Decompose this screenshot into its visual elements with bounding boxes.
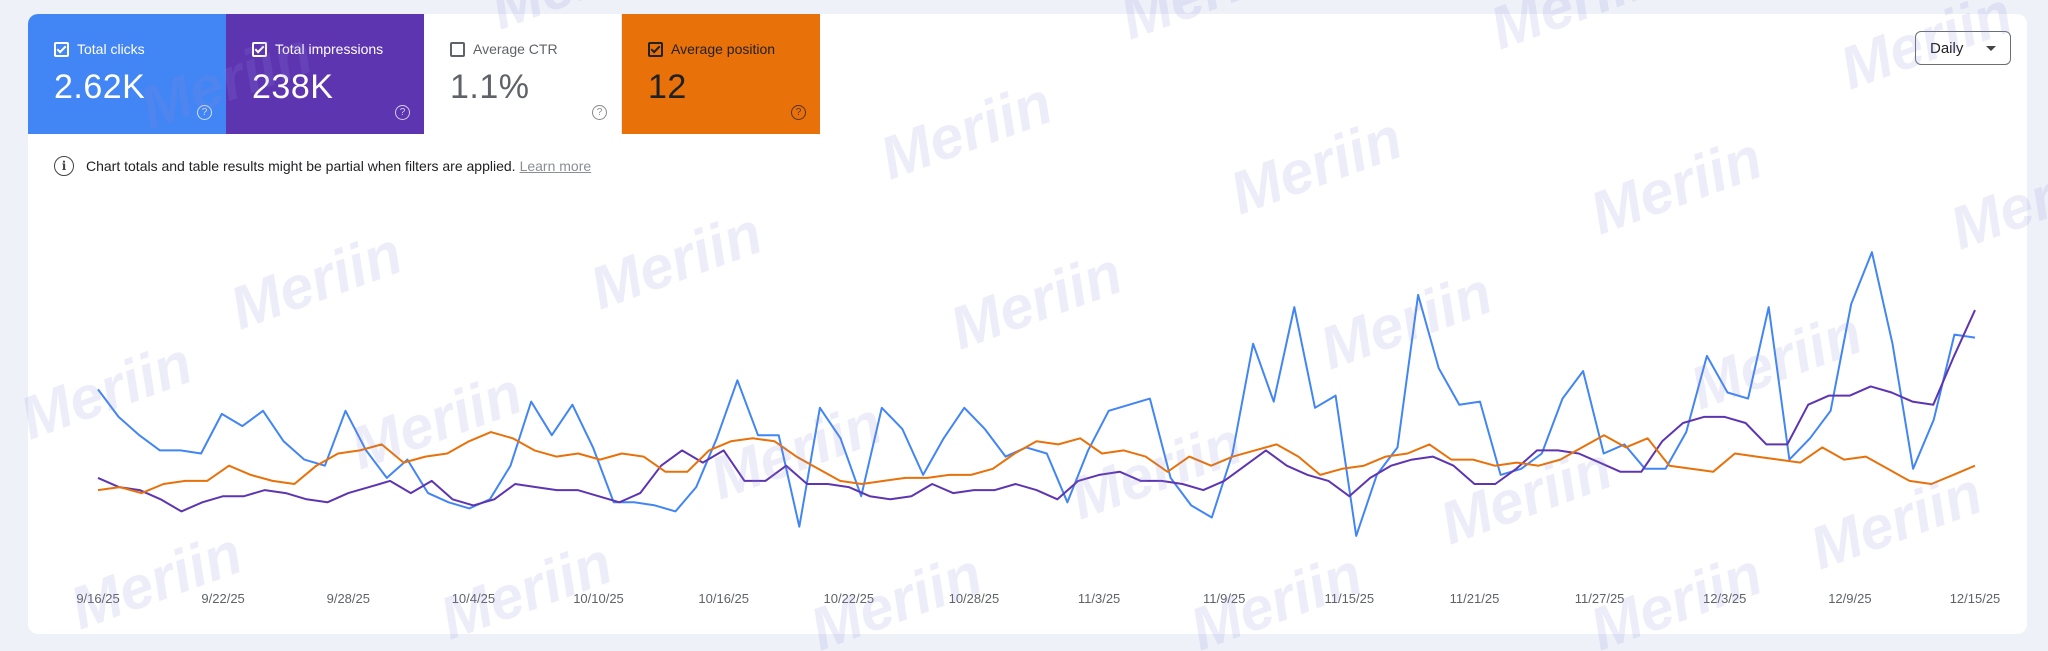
metric-value: 2.62K bbox=[54, 68, 146, 106]
metric-header: Average position bbox=[648, 40, 820, 58]
metric-label: Total impressions bbox=[275, 41, 384, 57]
x-tick-label: 12/9/25 bbox=[1828, 591, 1871, 606]
x-tick-label: 10/10/25 bbox=[573, 591, 624, 606]
series-line-total-impressions bbox=[97, 309, 1976, 513]
x-tick-label: 9/16/25 bbox=[76, 591, 119, 606]
help-icon[interactable]: ? bbox=[197, 105, 212, 120]
help-icon[interactable]: ? bbox=[592, 105, 607, 120]
metric-value: 12 bbox=[648, 68, 687, 106]
x-tick-label: 11/15/25 bbox=[1324, 591, 1374, 606]
metric-label: Average CTR bbox=[473, 41, 558, 57]
x-tick-label: 10/4/25 bbox=[452, 591, 495, 606]
info-icon: i bbox=[54, 156, 74, 176]
metric-header: Total impressions bbox=[252, 40, 424, 58]
help-icon[interactable]: ? bbox=[791, 105, 806, 120]
metric-total-impressions[interactable]: Total impressions 238K ? bbox=[226, 14, 424, 134]
checkbox-icon[interactable] bbox=[252, 41, 267, 57]
granularity-selected: Daily bbox=[1930, 39, 1964, 57]
x-tick-label: 9/28/25 bbox=[327, 591, 370, 606]
partial-data-notice: i Chart totals and table results might b… bbox=[54, 156, 591, 176]
metric-label: Total clicks bbox=[77, 41, 145, 57]
checkbox-icon[interactable] bbox=[450, 41, 465, 57]
metric-total-clicks[interactable]: Total clicks 2.62K ? bbox=[28, 14, 226, 134]
notice-text: Chart totals and table results might be … bbox=[86, 158, 516, 174]
x-tick-label: 10/16/25 bbox=[698, 591, 749, 606]
metric-average-position[interactable]: Average position 12 ? bbox=[622, 14, 820, 134]
granularity-dropdown[interactable]: Daily bbox=[1915, 31, 2011, 65]
metric-header: Average CTR bbox=[450, 40, 621, 58]
x-tick-label: 11/9/25 bbox=[1203, 591, 1245, 606]
series-line-average-position bbox=[97, 431, 1976, 495]
x-tick-label: 10/22/25 bbox=[823, 591, 874, 606]
help-icon[interactable]: ? bbox=[395, 105, 410, 120]
checkbox-icon[interactable] bbox=[54, 41, 69, 57]
x-tick-label: 11/21/25 bbox=[1450, 591, 1500, 606]
metric-tabs: Total clicks 2.62K ? Total impressions 2… bbox=[28, 14, 820, 134]
metric-label: Average position bbox=[671, 41, 776, 57]
x-tick-label: 10/28/25 bbox=[949, 591, 1000, 606]
x-tick-label: 12/3/25 bbox=[1703, 591, 1746, 606]
metric-value: 1.1% bbox=[450, 68, 530, 106]
chevron-down-icon bbox=[1986, 46, 1996, 51]
series-line-total-clicks bbox=[97, 251, 1976, 537]
metric-header: Total clicks bbox=[54, 40, 226, 58]
x-tick-label: 11/3/25 bbox=[1078, 591, 1120, 606]
x-tick-label: 11/27/25 bbox=[1575, 591, 1625, 606]
metric-average-ctr[interactable]: Average CTR 1.1% ? bbox=[424, 14, 622, 134]
x-tick-label: 12/15/25 bbox=[1950, 591, 2001, 606]
performance-card: Total clicks 2.62K ? Total impressions 2… bbox=[28, 14, 2027, 634]
checkbox-icon[interactable] bbox=[648, 41, 663, 57]
x-tick-label: 9/22/25 bbox=[201, 591, 244, 606]
metric-value: 238K bbox=[252, 68, 334, 106]
learn-more-link[interactable]: Learn more bbox=[519, 158, 592, 174]
